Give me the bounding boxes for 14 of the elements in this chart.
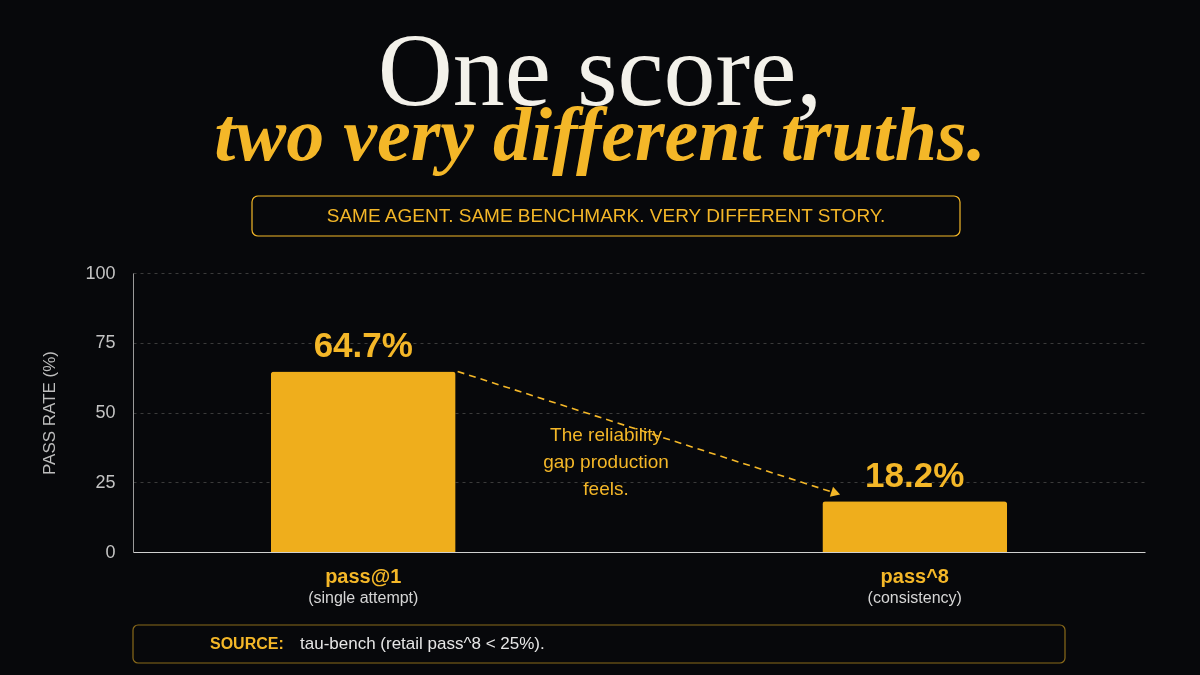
y-tick-label: 0	[105, 541, 116, 562]
y-tick-label: 100	[85, 262, 116, 283]
category-label: pass^8 (consistency)	[867, 565, 962, 606]
source-note: SOURCE: tau-bench (retail pass^8 < 25%).	[210, 634, 545, 653]
category-label: pass@1 (single attempt)	[308, 565, 419, 606]
data-label: 18.2%	[865, 455, 965, 495]
annotation: The reliability gap production feels.	[543, 424, 669, 499]
y-tick-label: 75	[95, 332, 116, 353]
chart-subtitle: SAME AGENT. SAME BENCHMARK. VERY DIFFERENT STORY.	[326, 205, 886, 226]
chart-title: One score, two very different truths.	[214, 12, 986, 176]
data-label: 64.7%	[313, 325, 413, 365]
y-tick-label: 25	[95, 471, 116, 492]
y-tick-label: 50	[95, 402, 116, 422]
y-axis-title: PASS RATE (%)	[40, 350, 60, 476]
